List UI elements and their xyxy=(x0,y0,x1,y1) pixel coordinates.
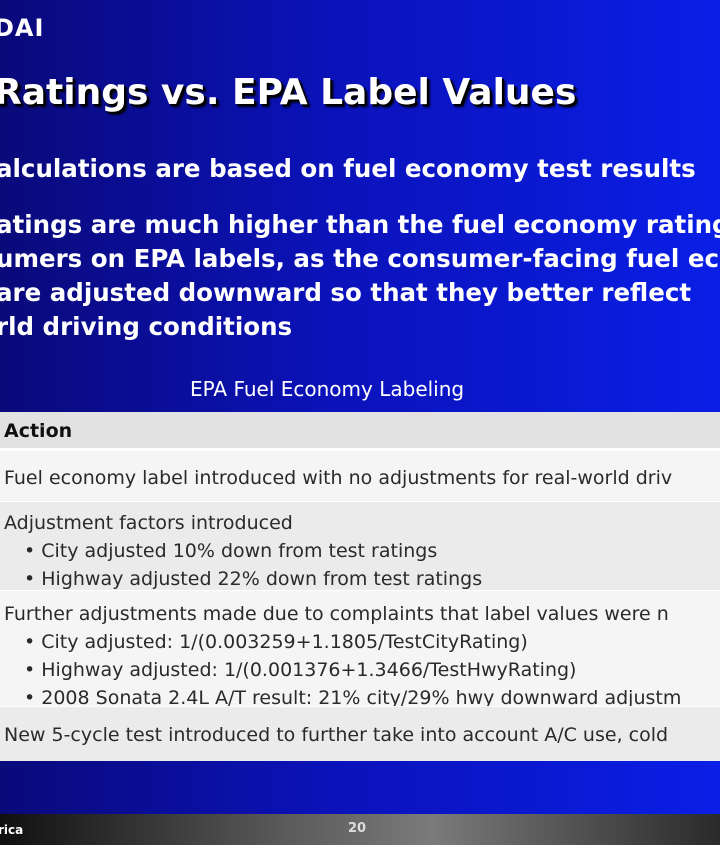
row-text: Adjustment factors introduced xyxy=(4,512,293,534)
bullet-line: alculations are based on fuel economy te… xyxy=(0,154,696,183)
epa-labeling-table: Action Fuel economy label introduced wit… xyxy=(0,412,720,761)
table-row: Adjustment factors introduced • City adj… xyxy=(0,501,720,590)
row-subitem: • Highway adjusted: 1/(0.001376+1.3466/T… xyxy=(24,659,577,681)
footer-company: rica xyxy=(0,823,24,837)
table-header: Action xyxy=(0,412,720,450)
bullet-list: alculations are based on fuel economy te… xyxy=(0,152,720,344)
table-row: New 5-cycle test introduced to further t… xyxy=(0,706,720,761)
row-subitem: • City adjusted 10% down from test ratin… xyxy=(24,540,438,562)
column-header-action: Action xyxy=(4,420,73,442)
row-text: Further adjustments made due to complain… xyxy=(4,603,669,625)
bullet-line: umers on EPA labels, as the consumer-fac… xyxy=(0,244,720,273)
row-text: Fuel economy label introduced with no ad… xyxy=(4,467,673,489)
bullet-line: rld driving conditions xyxy=(0,312,293,341)
table-row: Fuel economy label introduced with no ad… xyxy=(0,450,720,501)
bullet-line: atings are much higher than the fuel eco… xyxy=(0,210,720,239)
row-subitem: • Highway adjusted 22% down from test ra… xyxy=(24,568,483,590)
brand-logo: DAI xyxy=(0,14,45,42)
row-text: New 5-cycle test introduced to further t… xyxy=(4,724,669,746)
bullet-line: are adjusted downward so that they bette… xyxy=(0,278,692,307)
row-subitem: • 2008 Sonata 2.4L A/T result: 21% city/… xyxy=(24,687,682,706)
page-number: 20 xyxy=(348,821,367,836)
footer-bar: rica 20 xyxy=(0,814,720,845)
table-caption: EPA Fuel Economy Labeling xyxy=(190,377,465,401)
slide-title: Ratings vs. EPA Label Values xyxy=(0,72,577,113)
table-row: Further adjustments made due to complain… xyxy=(0,590,720,706)
row-subitem: • City adjusted: 1/(0.003259+1.1805/Test… xyxy=(24,631,528,653)
